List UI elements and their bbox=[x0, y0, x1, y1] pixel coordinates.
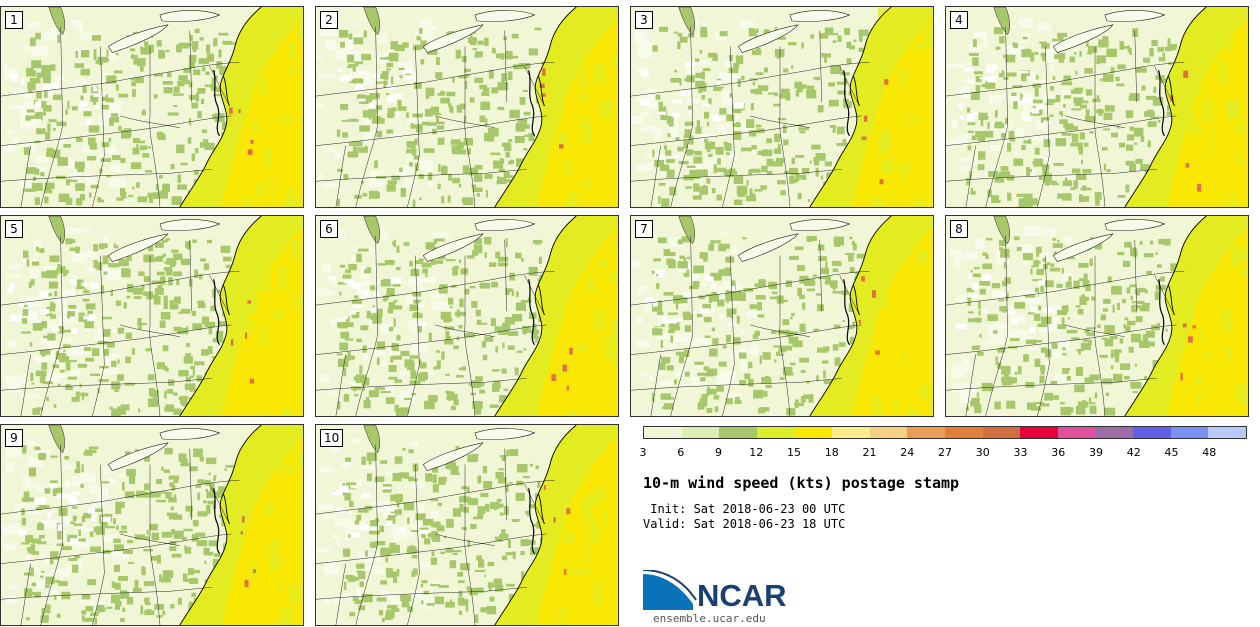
colorbar-swatch bbox=[1133, 427, 1171, 438]
wind-speed-map bbox=[316, 425, 618, 625]
colorbar-tick-label: 3 bbox=[639, 446, 647, 459]
panel-member-label: 4 bbox=[950, 11, 968, 29]
panel-member-label: 6 bbox=[320, 220, 338, 238]
colorbar-tick-label: 36 bbox=[1051, 446, 1066, 459]
colorbar-swatch bbox=[945, 427, 983, 438]
ensemble-url: ensemble.ucar.edu bbox=[653, 612, 766, 625]
colorbar-swatch bbox=[1170, 427, 1209, 438]
ncar-logo-text: NCAR bbox=[697, 578, 787, 613]
colorbar-tick-label: 48 bbox=[1202, 446, 1217, 459]
colorbar-swatch bbox=[1020, 427, 1058, 438]
colorbar-tick-label: 45 bbox=[1164, 446, 1179, 459]
forecast-member-panel: 8 bbox=[945, 215, 1249, 417]
colorbar-tick-label: 33 bbox=[1013, 446, 1028, 459]
init-time: Init: Sat 2018-06-23 00 UTC bbox=[643, 502, 846, 516]
colorbar-tick-label: 15 bbox=[787, 446, 801, 459]
colorbar-swatch bbox=[794, 427, 833, 438]
panel-member-label: 1 bbox=[5, 11, 23, 29]
wind-speed-map bbox=[316, 216, 618, 416]
wind-speed-map bbox=[946, 7, 1248, 207]
wind-speed-colorbar bbox=[643, 426, 1247, 439]
colorbar-tick-label: 12 bbox=[749, 446, 764, 459]
panel-member-label: 2 bbox=[320, 11, 338, 29]
valid-time: Valid: Sat 2018-06-23 18 UTC bbox=[643, 517, 846, 531]
colorbar-swatch bbox=[982, 427, 1021, 438]
panel-member-label: 3 bbox=[635, 11, 653, 29]
colorbar-swatch bbox=[1095, 427, 1134, 438]
forecast-member-panel: 10 bbox=[315, 424, 619, 626]
panel-member-label: 10 bbox=[320, 429, 344, 447]
colorbar-tick-label: 9 bbox=[715, 446, 722, 459]
wind-speed-map bbox=[1, 216, 303, 416]
colorbar-tick-label: 42 bbox=[1126, 446, 1141, 459]
wind-speed-map bbox=[631, 216, 933, 416]
panel-member-label: 9 bbox=[5, 429, 23, 447]
colorbar-tick-label: 18 bbox=[824, 446, 839, 459]
colorbar-tick-label: 6 bbox=[677, 446, 685, 459]
colorbar-tick-label: 30 bbox=[975, 446, 990, 459]
forecast-member-panel: 5 bbox=[0, 215, 304, 417]
forecast-member-panel: 6 bbox=[315, 215, 619, 417]
forecast-member-panel: 2 bbox=[315, 6, 619, 208]
colorbar-swatch bbox=[719, 427, 757, 438]
ncar-logo-icon bbox=[643, 570, 697, 610]
colorbar-swatch bbox=[1208, 427, 1246, 438]
colorbar-swatch bbox=[756, 427, 795, 438]
forecast-member-panel: 9 bbox=[0, 424, 304, 626]
colorbar-tick-label: 24 bbox=[900, 446, 915, 459]
panel-member-label: 5 bbox=[5, 220, 23, 238]
wind-speed-map bbox=[316, 7, 618, 207]
colorbar-swatch bbox=[1057, 427, 1096, 438]
forecast-member-panel: 4 bbox=[945, 6, 1249, 208]
colorbar-tick-label: 39 bbox=[1089, 446, 1103, 459]
colorbar-swatch bbox=[832, 427, 870, 438]
panel-member-label: 7 bbox=[635, 220, 653, 238]
colorbar-tick-label: 27 bbox=[938, 446, 952, 459]
colorbar-swatch bbox=[644, 427, 682, 438]
colorbar-tick-label: 21 bbox=[862, 446, 877, 459]
wind-speed-map bbox=[1, 425, 303, 625]
wind-speed-map bbox=[631, 7, 933, 207]
forecast-member-panel: 3 bbox=[630, 6, 934, 208]
colorbar-swatch bbox=[681, 427, 720, 438]
wind-speed-map bbox=[946, 216, 1248, 416]
forecast-member-panel: 7 bbox=[630, 215, 934, 417]
colorbar-swatch bbox=[869, 427, 908, 438]
colorbar-tick-labels: 3 6 9 12 15 18 21 24 27 30 33 36 39 42 45 48 bbox=[639, 446, 1247, 460]
wind-speed-map bbox=[1, 7, 303, 207]
panel-member-label: 8 bbox=[950, 220, 968, 238]
colorbar-swatch bbox=[907, 427, 945, 438]
forecast-member-panel: 1 bbox=[0, 6, 304, 208]
figure-title: 10-m wind speed (kts) postage stamp bbox=[643, 474, 960, 492]
